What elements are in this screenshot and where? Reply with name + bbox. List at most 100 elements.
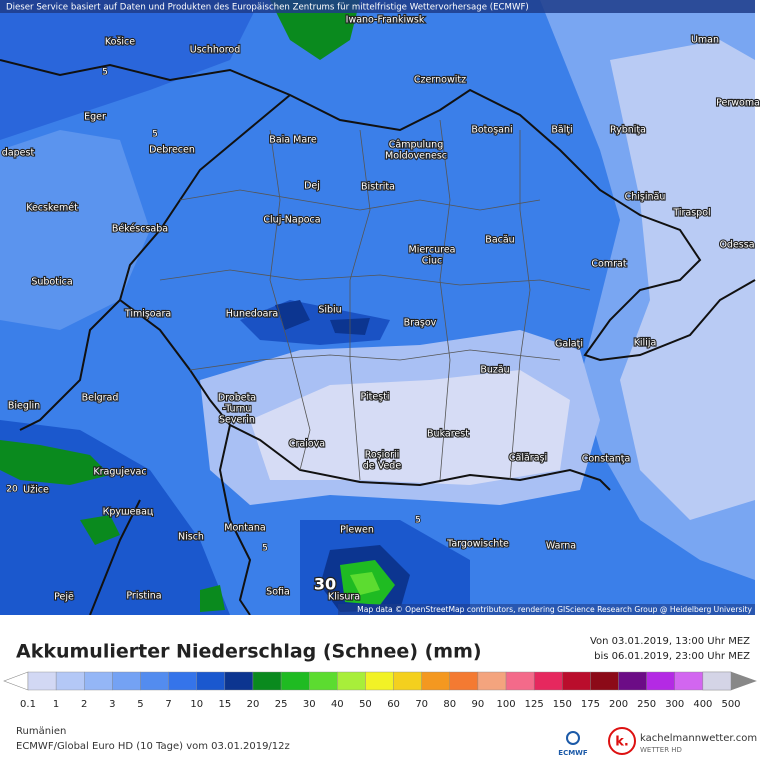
border xyxy=(89,499,141,616)
colorbar-box xyxy=(252,671,282,691)
city-label: Rybniţa xyxy=(610,125,646,136)
colorbar-tick-label: 5 xyxy=(137,699,143,710)
city-label: Užice xyxy=(23,485,49,496)
city-label: Miercurea xyxy=(409,245,456,256)
precip-area xyxy=(80,515,225,612)
colorbar-box xyxy=(393,671,422,691)
city-label: Cluj-Napoca xyxy=(263,215,320,226)
city-label: Buzău xyxy=(480,365,509,376)
city-label: Montana xyxy=(224,523,265,534)
period-to: bis 06.01.2019, 23:00 Uhr MEZ xyxy=(594,651,750,662)
city-label: Botoşani xyxy=(471,125,512,136)
city-label: Chişinău xyxy=(625,192,666,203)
colorbar-tick-label: 175 xyxy=(581,699,600,710)
city-label: Крушевац xyxy=(103,507,154,518)
city-label: Košice xyxy=(105,37,135,48)
colorbar-box xyxy=(421,671,450,691)
city-label: Odessa xyxy=(719,240,754,251)
city-label: Warna xyxy=(546,541,576,552)
colorbar-tick-label: 250 xyxy=(637,699,656,710)
colorbar-tick-label: 40 xyxy=(331,699,344,710)
city-label: Sofia xyxy=(266,587,290,598)
city-label: Bieglin xyxy=(8,401,40,412)
map: Iwano-Frankiwsk Košice Uschhorod Uman Czerno… xyxy=(0,0,760,616)
city-label: Czernowitz xyxy=(414,75,466,86)
colorbar-box xyxy=(309,671,338,691)
colorbar-tick-label: 80 xyxy=(443,699,456,710)
city-label: de Vede xyxy=(363,461,402,472)
site-name: kachelmannwetter.com xyxy=(640,733,757,744)
city-label: Bistrita xyxy=(361,182,395,193)
contour-label: 5 xyxy=(152,130,158,140)
colorbar-box xyxy=(337,671,366,691)
city-label: Sibiu xyxy=(318,305,341,316)
colorbar-box xyxy=(702,671,732,691)
city-label: Targowischte xyxy=(446,539,509,550)
city-label: Roşiorii xyxy=(365,450,400,461)
precip-area xyxy=(275,300,370,335)
city-label: -Turnu xyxy=(223,404,252,415)
region-border xyxy=(439,119,451,481)
colorbar: 0.1 1 2 3 5 7 10 15 20 25 30 40 50 60 70 80 90 100 125 150 1… xyxy=(3,671,757,710)
colorbar-box xyxy=(505,671,535,691)
colorbar-tick-label: 90 xyxy=(472,699,485,710)
city-label: Bukarest xyxy=(427,429,469,440)
colorbar-box xyxy=(646,671,675,691)
service-notice: Dieser Service basiert auf Daten und Pro… xyxy=(6,3,529,13)
colorbar-box xyxy=(477,671,507,691)
colorbar-tick-label: 2 xyxy=(81,699,87,710)
city-label: Debrecen xyxy=(149,145,195,156)
precip-area xyxy=(0,130,150,330)
city-label: Drobeta xyxy=(218,393,256,404)
city-label: Pejë xyxy=(54,592,74,603)
city-label: Ciuc xyxy=(422,256,443,267)
city-label: Iwano-Frankiwsk xyxy=(346,15,425,26)
city-label: Hunedoara xyxy=(226,309,278,320)
city-label: Timişoara xyxy=(124,309,171,320)
colorbar-tick-label: 100 xyxy=(496,699,515,710)
colorbar-box xyxy=(674,671,704,691)
city-label: Subotica xyxy=(31,277,72,288)
city-label: Câmpulung xyxy=(389,140,443,151)
region-border xyxy=(159,269,591,291)
country-borders xyxy=(0,59,756,616)
region-border xyxy=(509,130,531,481)
region-border xyxy=(349,129,371,481)
city-labels: Iwano-Frankiwsk Košice Uschhorod Uman Czerno… xyxy=(1,13,760,603)
city-label: Severin xyxy=(219,415,255,426)
colorbar-box xyxy=(55,671,85,691)
region-borders xyxy=(159,119,591,481)
region-border xyxy=(269,129,311,471)
city-label: Craiova xyxy=(289,439,325,450)
colorbar-box xyxy=(533,671,563,691)
colorbar-box xyxy=(84,671,113,691)
city-label: Galaţi xyxy=(555,339,583,350)
period-from: Von 03.01.2019, 13:00 Uhr MEZ xyxy=(590,636,750,647)
border xyxy=(0,59,756,362)
precip-area xyxy=(270,0,360,60)
contour-label: 20 xyxy=(6,485,18,495)
city-label: Plewen xyxy=(340,525,374,536)
kachelmann-logo-text: k. xyxy=(615,735,629,750)
city-label: Kragujevac xyxy=(93,467,146,478)
border xyxy=(218,424,252,616)
precip-area xyxy=(0,440,110,485)
city-label: Braşov xyxy=(404,318,437,329)
colorbar-box xyxy=(27,671,57,691)
colorbar-tick-label: 15 xyxy=(218,699,231,710)
colorbar-box xyxy=(168,671,197,691)
city-label: Klisura xyxy=(328,592,360,603)
colorbar-tick-label: 25 xyxy=(275,699,288,710)
region: Rumänien xyxy=(16,726,66,737)
colorbar-tick-label: 1 xyxy=(53,699,59,710)
colorbar-tick-label: 10 xyxy=(190,699,203,710)
colorbar-box xyxy=(449,671,479,691)
colorbar-tick-label: 30 xyxy=(303,699,316,710)
colorbar-tick-label: 0.1 xyxy=(20,699,36,710)
colorbar-tick-label: 70 xyxy=(415,699,428,710)
precip-area xyxy=(610,40,755,520)
colorbar-tick-label: 200 xyxy=(609,699,628,710)
colorbar-tick-label: 150 xyxy=(553,699,572,710)
colorbar-tick-label: 60 xyxy=(387,699,400,710)
city-label: Moldovenesc xyxy=(385,151,447,162)
